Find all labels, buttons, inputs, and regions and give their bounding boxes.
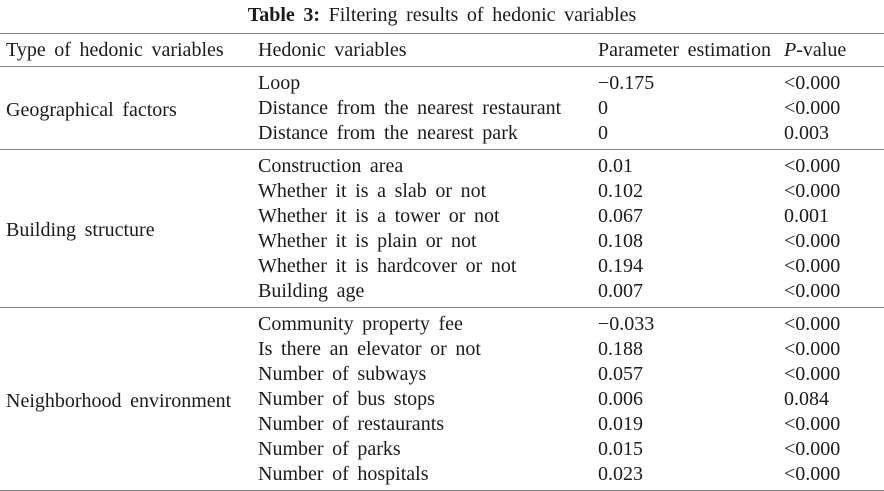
table-row: Whether it is a tower or not 0.067 0.001	[0, 204, 884, 229]
pvalue-cell: <0.000	[784, 413, 841, 435]
table-row: Is there an elevator or not 0.188 <0.000	[0, 337, 884, 362]
variable-cell: Whether it is a slab or not	[258, 180, 487, 202]
table-row: Distance from the nearest restaurant 0 <…	[0, 96, 884, 121]
table-row: Number of subways 0.057 <0.000	[0, 362, 884, 387]
table-row: Whether it is plain or not 0.108 <0.000	[0, 229, 884, 254]
estimate-cell: −0.175	[598, 72, 655, 94]
estimate-cell: 0.01	[598, 155, 633, 177]
col-header-pvalue: P-value	[784, 33, 884, 67]
variable-cell: Whether it is a tower or not	[258, 205, 500, 227]
table-row: Neighborhood environment Community prope…	[0, 308, 884, 412]
pvalue-italic-p: P	[784, 38, 797, 61]
col-header-variable: Hedonic variables	[258, 33, 598, 67]
pvalue-cell: <0.000	[784, 255, 841, 277]
variable-cell: Number of restaurants	[258, 413, 445, 435]
pvalue-cell: <0.000	[784, 338, 841, 360]
pvalue-cell: 0.003	[784, 122, 829, 144]
table-caption: Table 3: Filtering results of hedonic va…	[0, 0, 884, 33]
estimate-cell: 0.015	[598, 438, 643, 460]
pvalue-header-rest: -value	[796, 38, 847, 61]
estimate-cell: 0.007	[598, 280, 643, 302]
estimate-cell: 0.067	[598, 205, 643, 227]
header-row: Type of hedonic variables Hedonic variab…	[0, 33, 884, 67]
group-neighborhood-environment: Neighborhood environment Community prope…	[0, 308, 884, 491]
table-row: Number of hospitals 0.023 <0.000	[0, 462, 884, 491]
pvalue-cell: <0.000	[784, 72, 841, 94]
hedonic-variables-table: Type of hedonic variables Hedonic variab…	[0, 33, 884, 491]
table-row: Whether it is a slab or not 0.102 <0.000	[0, 179, 884, 204]
group-label-cell: Neighborhood environment	[6, 389, 232, 412]
variable-cell: Whether it is hardcover or not	[258, 255, 517, 277]
table-row: Number of restaurants 0.019 <0.000	[0, 412, 884, 437]
pvalue-cell: <0.000	[784, 280, 841, 302]
variable-cell: Community property fee	[258, 313, 463, 335]
table-row: Number of parks 0.015 <0.000	[0, 437, 884, 462]
table-row: Distance from the nearest park 0 0.003	[0, 121, 884, 150]
variable-cell: Number of bus stops	[258, 388, 435, 410]
table-row: Building age 0.007 <0.000	[0, 279, 884, 308]
table-row: Building structure Construction area 0.0…	[0, 150, 884, 241]
pvalue-cell: 0.001	[784, 205, 829, 227]
estimate-cell: 0.019	[598, 413, 643, 435]
pvalue-cell: <0.000	[784, 230, 841, 252]
table-row: Number of bus stops 0.006 0.084	[0, 387, 884, 412]
variable-cell: Distance from the nearest park	[258, 122, 518, 144]
variable-cell: Construction area	[258, 155, 404, 177]
estimate-cell: 0.194	[598, 255, 643, 277]
pvalue-cell: <0.000	[784, 180, 841, 202]
table-caption-number: Table 3:	[247, 4, 321, 26]
pvalue-cell: <0.000	[784, 155, 841, 177]
group-geographical-factors: Geographical factors Loop −0.175 <0.000 …	[0, 67, 884, 150]
group-label-cell: Building structure	[6, 219, 155, 241]
pvalue-cell: <0.000	[784, 438, 841, 460]
variable-cell: Distance from the nearest restaurant	[258, 97, 562, 119]
col-header-estimate: Parameter estimation	[598, 33, 784, 67]
variable-cell: Number of subways	[258, 363, 427, 385]
pvalue-cell: <0.000	[784, 313, 841, 335]
table-row: Whether it is hardcover or not 0.194 <0.…	[0, 254, 884, 279]
variable-cell: Number of hospitals	[258, 463, 429, 485]
group-label-cell: Geographical factors	[6, 98, 177, 121]
pvalue-cell: <0.000	[784, 363, 841, 385]
estimate-cell: 0.057	[598, 363, 643, 385]
estimate-cell: 0.023	[598, 463, 643, 485]
pvalue-cell: <0.000	[784, 463, 841, 485]
estimate-cell: 0.108	[598, 230, 643, 252]
estimate-cell: 0.188	[598, 338, 643, 360]
variable-cell: Is there an elevator or not	[258, 338, 481, 360]
pvalue-cell: <0.000	[784, 97, 841, 119]
group-building-structure: Building structure Construction area 0.0…	[0, 150, 884, 308]
col-header-type: Type of hedonic variables	[0, 33, 258, 67]
estimate-cell: 0.006	[598, 388, 643, 410]
variable-cell: Number of parks	[258, 438, 401, 460]
estimate-cell: 0.102	[598, 180, 643, 202]
variable-cell: Building age	[258, 280, 365, 302]
estimate-cell: 0	[598, 122, 608, 144]
table-caption-text: Filtering results of hedonic variables	[320, 4, 637, 26]
estimate-cell: −0.033	[598, 313, 655, 335]
table-row: Geographical factors Loop −0.175 <0.000	[0, 67, 884, 121]
variable-cell: Whether it is plain or not	[258, 230, 477, 252]
pvalue-cell: 0.084	[784, 388, 829, 410]
estimate-cell: 0	[598, 97, 608, 119]
variable-cell: Loop	[258, 72, 301, 94]
